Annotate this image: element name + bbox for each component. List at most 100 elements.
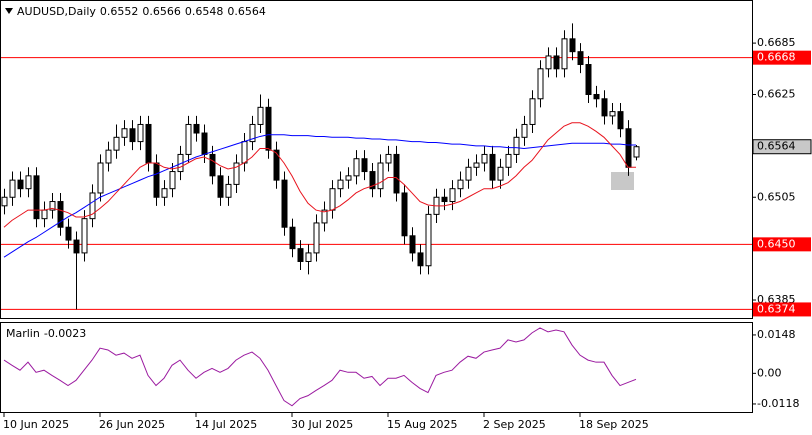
candle-body	[321, 209, 328, 224]
candle-body	[81, 218, 88, 254]
candle-body	[353, 158, 360, 177]
moving-average	[3, 134, 636, 258]
candle-body	[481, 153, 488, 164]
symbol-header: AUDUSD,Daily 0.6552 0.6566 0.6548 0.6564	[17, 5, 266, 18]
candle-body	[401, 192, 408, 237]
candle-body	[449, 188, 456, 203]
level-box	[753, 302, 811, 317]
candle-body	[489, 153, 496, 181]
indicator-title: Marlin	[6, 327, 40, 340]
y-tick-label: 0.00	[757, 366, 782, 379]
candle-body	[569, 38, 576, 53]
candle-body	[393, 153, 400, 194]
candle-body	[249, 123, 256, 143]
candle-body	[25, 175, 32, 190]
candle-body	[465, 166, 472, 181]
candle-body	[441, 196, 448, 203]
candle-body	[377, 162, 384, 190]
candle-body	[113, 136, 120, 151]
candle-body	[409, 235, 416, 254]
candle-body	[601, 98, 608, 117]
x-tick-label: 26 Jun 2025	[99, 418, 165, 431]
y-tick-label: 0.6685	[757, 36, 796, 49]
candle-body	[153, 162, 160, 198]
candle-body	[289, 226, 296, 250]
candle-body	[329, 188, 336, 211]
candle-body	[185, 123, 192, 155]
candle-body	[97, 162, 104, 194]
indicator-panel	[0, 322, 753, 413]
candle-body	[345, 175, 352, 181]
highlight-box	[611, 172, 634, 190]
candle-body	[9, 179, 16, 198]
candle-body	[161, 188, 168, 198]
candle-body	[273, 149, 280, 181]
candle-body	[537, 68, 544, 100]
candle-body	[65, 226, 72, 241]
symbol-title: AUDUSD,Daily	[17, 5, 96, 18]
open-value: 0.6552	[100, 5, 139, 18]
candle-body	[617, 111, 624, 130]
x-tick-label: 10 Jun 2025	[3, 418, 69, 431]
candle-body	[281, 179, 288, 228]
candle-body	[201, 132, 208, 155]
candle-body	[593, 93, 600, 100]
candle-body	[257, 106, 264, 125]
candle-body	[241, 141, 248, 164]
candle-body	[313, 222, 320, 254]
candle-body	[137, 123, 144, 143]
candle-body	[33, 175, 40, 220]
high-value: 0.6566	[142, 5, 181, 18]
candle-body	[609, 111, 616, 117]
candle-body	[561, 38, 568, 70]
candle-body	[529, 98, 536, 125]
candle-body	[513, 136, 520, 155]
candle-body	[577, 51, 584, 66]
candle-body	[521, 123, 528, 138]
candle-body	[457, 179, 464, 190]
y-tick-label: 0.6625	[757, 87, 796, 100]
candle-body	[233, 162, 240, 185]
main-panel	[0, 0, 753, 319]
candle-body	[585, 64, 592, 95]
y-tick-label: 0.6505	[757, 190, 796, 203]
moving-average	[3, 122, 636, 228]
candle-body	[369, 171, 376, 190]
candle-body	[89, 192, 96, 220]
candle-body	[425, 213, 432, 267]
candle-body	[473, 162, 480, 168]
candle-body	[193, 123, 200, 134]
x-tick-label: 18 Sep 2025	[579, 418, 649, 431]
x-tick-label: 15 Aug 2025	[387, 418, 457, 431]
candle-body	[169, 171, 176, 190]
candle-body	[121, 128, 128, 138]
menu-triangle[interactable]	[5, 8, 13, 14]
candle-body	[209, 153, 216, 177]
level-label: 0.6668	[757, 51, 796, 64]
candle-body	[417, 252, 424, 267]
candle-body	[337, 179, 344, 190]
price-label: 0.6564	[757, 140, 796, 153]
level-label: 0.6374	[757, 302, 796, 315]
level-box	[753, 50, 811, 65]
candle-body	[225, 183, 232, 198]
x-tick-label: 30 Jul 2025	[291, 418, 353, 431]
candle-body	[497, 166, 504, 181]
candle-body	[625, 128, 632, 168]
candle-body	[361, 158, 368, 173]
candle-body	[305, 252, 312, 262]
candle-body	[41, 209, 48, 220]
candle-body	[129, 128, 136, 143]
candle-body	[1, 196, 8, 207]
price-box	[752, 139, 812, 155]
candle-body	[145, 123, 152, 164]
level-box	[753, 237, 811, 252]
indicator-header: Marlin -0.0023	[6, 327, 86, 340]
low-value: 0.6548	[185, 5, 224, 18]
candle-body	[633, 146, 640, 158]
y-tick-label: -0.0118	[757, 397, 799, 410]
candle-body	[505, 153, 512, 168]
x-tick-label: 2 Sep 2025	[483, 418, 546, 431]
